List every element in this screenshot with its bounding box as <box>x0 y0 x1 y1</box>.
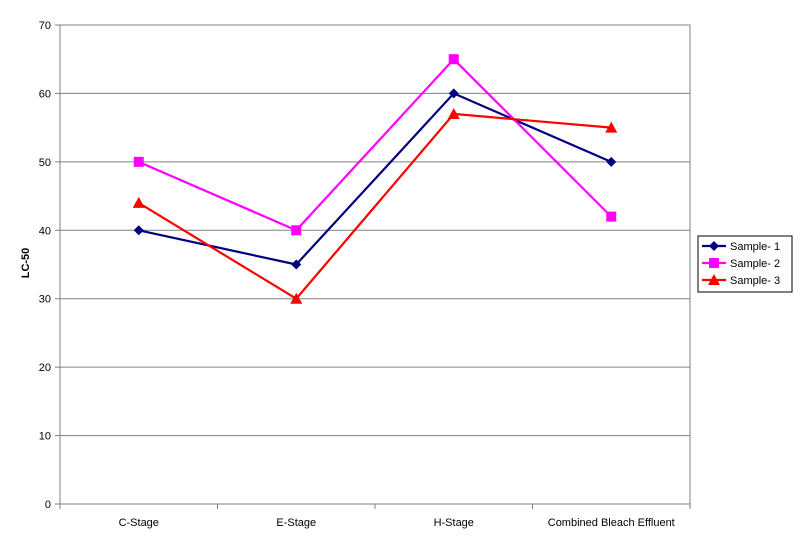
legend-label: Sample- 2 <box>730 258 780 270</box>
y-tick-label: 0 <box>45 499 51 511</box>
data-point-diamond <box>606 156 617 167</box>
y-axis-title: LC-50 <box>20 248 32 279</box>
x-tick-label: Combined Bleach Effluent <box>548 517 675 529</box>
data-point-diamond <box>448 88 459 99</box>
data-point-triangle <box>132 196 145 208</box>
data-point-square <box>133 156 144 167</box>
legend-swatch-marker <box>709 241 719 251</box>
y-tick-label: 10 <box>39 431 51 443</box>
data-point-triangle <box>290 292 303 304</box>
y-axis-ticks: 0 10 20 30 40 50 60 70 <box>39 20 60 511</box>
legend-swatch-marker <box>709 258 719 268</box>
series-sample-3 <box>132 107 618 304</box>
y-tick-label: 40 <box>39 225 51 237</box>
legend-label: Sample- 1 <box>730 241 780 253</box>
legend-swatch-marker <box>708 274 720 285</box>
legend-item: Sample- 1 <box>702 241 780 253</box>
data-point-square <box>448 54 459 65</box>
data-point-diamond <box>291 259 302 270</box>
gridlines <box>60 92 690 437</box>
legend-item: Sample- 2 <box>702 258 780 270</box>
x-tick-label: H-Stage <box>434 517 474 529</box>
y-tick-label: 50 <box>39 157 51 169</box>
legend: Sample- 1 Sample- 2 Sample- 3 <box>697 235 793 293</box>
data-point-square <box>606 211 617 222</box>
data-point-diamond <box>133 225 144 236</box>
series-layer <box>132 54 618 304</box>
series-line <box>138 112 612 301</box>
series-line <box>138 92 612 266</box>
y-tick-label: 20 <box>39 362 51 374</box>
plot-area-frame <box>59 24 691 505</box>
legend-label: Sample- 3 <box>730 275 780 287</box>
x-tick-label: C-Stage <box>119 517 159 529</box>
y-tick-label: 70 <box>39 20 51 32</box>
series-sample-1 <box>133 88 617 270</box>
y-tick-label: 30 <box>39 294 51 306</box>
data-point-triangle <box>447 107 460 119</box>
legend-item: Sample- 3 <box>702 274 780 287</box>
series-sample-2 <box>133 54 617 236</box>
y-tick-label: 60 <box>39 88 51 100</box>
data-point-square <box>291 225 302 236</box>
x-tick-label: E-Stage <box>276 517 316 529</box>
series-line <box>138 57 613 232</box>
data-point-triangle <box>605 121 618 133</box>
x-axis-ticks: C-Stage E-Stage H-Stage Combined Bleach Eff… <box>59 504 691 529</box>
